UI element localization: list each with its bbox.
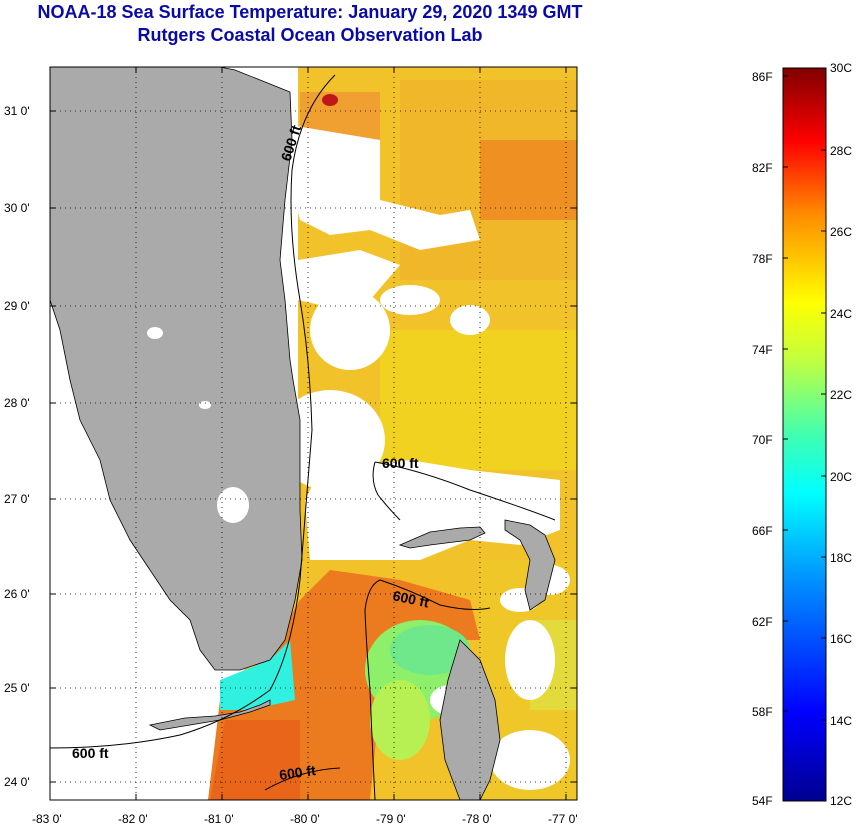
colorbar-c-label: 16C bbox=[830, 632, 852, 646]
lon-labels: -83 0' -82 0' -81 0' -80 0' -79 0' -78 0… bbox=[32, 812, 578, 826]
contour-label-south: 600 ft bbox=[278, 762, 317, 783]
plot-frame bbox=[49, 66, 578, 801]
lat-label: 31 0' bbox=[4, 104, 30, 118]
colorbar-f-label: 70F bbox=[752, 433, 773, 447]
colorbar-c-label: 18C bbox=[830, 551, 852, 565]
colorbar-f-label: 62F bbox=[752, 615, 773, 629]
colorbar: 86F 82F 78F 74F 70F 66F 62F 58F 54F 30C … bbox=[752, 61, 852, 808]
lon-label: -77 0' bbox=[548, 812, 578, 826]
land bbox=[49, 66, 556, 801]
lat-label: 28 0' bbox=[4, 396, 30, 410]
contour-label-bahamas: 600 ft bbox=[382, 455, 419, 471]
lat-label: 29 0' bbox=[4, 299, 30, 313]
lat-label: 30 0' bbox=[4, 201, 30, 215]
colorbar-f-label: 78F bbox=[752, 252, 773, 266]
contour-labels: 600 ft 600 ft 600 ft 600 ft 600 ft bbox=[72, 123, 431, 783]
lon-label: -80 0' bbox=[290, 812, 320, 826]
lat-label: 27 0' bbox=[4, 492, 30, 506]
colorbar-gradient bbox=[782, 67, 827, 802]
colorbar-c-label: 24C bbox=[830, 307, 852, 321]
colorbar-c-label: 12C bbox=[830, 794, 852, 808]
lon-label: -81 0' bbox=[204, 812, 234, 826]
contour-label-southwest: 600 ft bbox=[72, 745, 109, 761]
axis-ticks bbox=[50, 67, 577, 800]
lon-label: -78 0' bbox=[462, 812, 492, 826]
colorbar-f-label: 86F bbox=[752, 70, 773, 84]
colorbar-c-label: 28C bbox=[830, 144, 852, 158]
map-title: NOAA-18 Sea Surface Temperature: January… bbox=[37, 2, 583, 22]
lat-label: 26 0' bbox=[4, 587, 30, 601]
colorbar-f-label: 58F bbox=[752, 705, 773, 719]
colorbar-c-label: 30C bbox=[830, 61, 852, 75]
lat-labels: 31 0' 30 0' 29 0' 28 0' 27 0' 26 0' 25 0… bbox=[4, 104, 30, 789]
lat-label: 24 0' bbox=[4, 775, 30, 789]
colorbar-f-label: 66F bbox=[752, 524, 773, 538]
isobath-600ft bbox=[49, 74, 556, 801]
colorbar-c-label: 20C bbox=[830, 470, 852, 484]
colorbar-f-label: 82F bbox=[752, 161, 773, 175]
lon-label: -83 0' bbox=[32, 812, 62, 826]
colorbar-f-label: 54F bbox=[752, 794, 773, 808]
map-subtitle: Rutgers Coastal Ocean Observation Lab bbox=[137, 25, 483, 45]
lon-label: -82 0' bbox=[118, 812, 148, 826]
graticule bbox=[50, 67, 577, 800]
colorbar-c-label: 14C bbox=[830, 714, 852, 728]
lat-label: 25 0' bbox=[4, 681, 30, 695]
contour-label-bank: 600 ft bbox=[391, 587, 430, 610]
sst-swath bbox=[208, 67, 577, 800]
colorbar-c-label: 22C bbox=[830, 388, 852, 402]
lon-label: -79 0' bbox=[376, 812, 406, 826]
colorbar-c-label: 26C bbox=[830, 225, 852, 239]
colorbar-f-label: 74F bbox=[752, 343, 773, 357]
